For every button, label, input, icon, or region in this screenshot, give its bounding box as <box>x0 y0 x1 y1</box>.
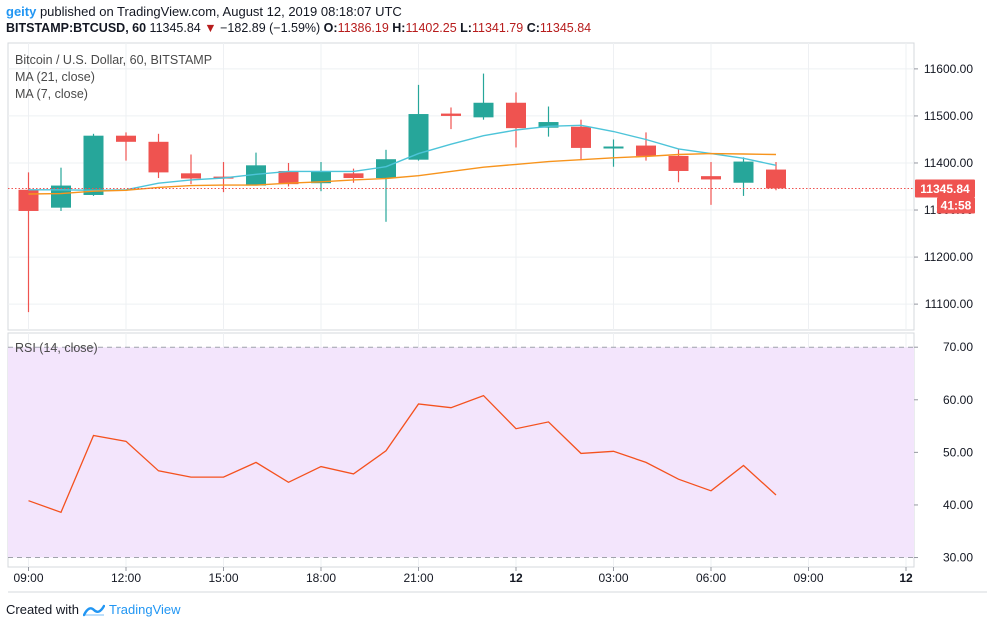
close-value: 11345.84 <box>539 21 592 35</box>
footer: Created with TradingView <box>6 602 181 617</box>
last-price: 11345.84 <box>149 21 201 35</box>
price-tick-label: 11400.00 <box>924 156 973 170</box>
high-value: 11402.25 <box>405 21 457 35</box>
rsi-tick-label: 40.00 <box>943 498 973 512</box>
x-tick-label: 18:00 <box>306 571 336 585</box>
price-tick-label: 11100.00 <box>925 297 974 311</box>
last-price-badge <box>915 179 975 198</box>
down-arrow-icon: ▼ <box>204 21 217 35</box>
publish-info: geity published on TradingView.com, Augu… <box>6 4 402 19</box>
candle-body[interactable] <box>701 176 721 180</box>
rsi-tick-label: 50.00 <box>943 445 973 459</box>
x-tick-label: 09:00 <box>793 571 823 585</box>
price-change: −182.89 (−1.59%) <box>220 21 321 35</box>
price-pane <box>7 42 915 331</box>
ma7-legend[interactable]: MA (7, close) <box>15 87 88 101</box>
candle-body[interactable] <box>571 126 591 148</box>
last-price-badge-text: 11345.84 <box>920 182 970 196</box>
open-value: 11386.19 <box>337 21 389 35</box>
publish-text: published on TradingView.com, August 12,… <box>36 4 402 19</box>
ma21-legend[interactable]: MA (21, close) <box>15 70 95 84</box>
rsi-legend[interactable]: RSI (14, close) <box>15 341 98 355</box>
tradingview-brand[interactable]: TradingView <box>108 602 181 617</box>
candle-body[interactable] <box>408 114 429 160</box>
rsi-tick-label: 70.00 <box>943 340 973 354</box>
countdown-badge-text: 41:58 <box>941 198 972 212</box>
countdown-badge <box>937 197 975 214</box>
chart-title: Bitcoin / U.S. Dollar, 60, BITSTAMP <box>15 53 213 67</box>
low-label: L: <box>460 21 472 35</box>
candle-body[interactable] <box>376 159 396 179</box>
x-tick-label: 06:00 <box>696 571 726 585</box>
rsi-tick-label: 30.00 <box>943 551 973 565</box>
price-tick-label: 11200.00 <box>924 250 973 264</box>
candle-body[interactable] <box>343 173 364 179</box>
x-tick-label: 15:00 <box>208 571 238 585</box>
price-tick-label: 11500.00 <box>924 109 973 123</box>
rsi-band <box>8 347 914 558</box>
rsi-line[interactable] <box>28 394 777 514</box>
candle-body[interactable] <box>181 173 201 179</box>
candle-body[interactable] <box>538 122 559 128</box>
symbol-label: BITSTAMP:BTCUSD, 60 <box>6 21 147 35</box>
candle-body[interactable] <box>18 189 39 211</box>
open-label: O: <box>323 21 338 35</box>
publisher-username[interactable]: geity <box>6 4 37 19</box>
close-label: C: <box>526 21 540 35</box>
x-tick-label: 09:00 <box>13 571 43 585</box>
candle-body[interactable] <box>668 155 689 171</box>
candle-body[interactable] <box>506 102 526 129</box>
tradingview-logo-icon <box>82 604 105 616</box>
candle-body[interactable] <box>246 165 266 186</box>
candle-body[interactable] <box>311 170 331 184</box>
candle-body[interactable] <box>278 170 299 185</box>
symbol-quote-bar: BITSTAMP:BTCUSD, 60 11345.84 ▼ −182.89 (… <box>6 21 591 35</box>
x-tick-label: 12 <box>509 571 523 585</box>
low-value: 11341.79 <box>471 21 524 35</box>
candle-body[interactable] <box>603 146 624 149</box>
price-tick-label: 11600.00 <box>924 62 973 76</box>
candle-body[interactable] <box>441 113 461 116</box>
x-tick-label: 12 <box>899 571 913 585</box>
ma7-line[interactable] <box>28 152 777 195</box>
x-tick-label: 03:00 <box>598 571 628 585</box>
high-label: H: <box>392 21 406 35</box>
x-tick-label: 21:00 <box>403 571 433 585</box>
candle-body[interactable] <box>766 169 786 189</box>
ma21-line[interactable] <box>28 124 777 192</box>
candle-body[interactable] <box>473 102 494 118</box>
rsi-tick-label: 60.00 <box>943 393 973 407</box>
created-with-label: Created with <box>6 602 79 617</box>
candle-body[interactable] <box>51 185 71 208</box>
candle-body[interactable] <box>733 161 754 183</box>
candle-body[interactable] <box>636 145 656 156</box>
candle-body[interactable] <box>83 135 104 195</box>
candle-body[interactable] <box>116 135 136 142</box>
candle-body[interactable] <box>148 141 169 173</box>
x-tick-label: 12:00 <box>111 571 141 585</box>
